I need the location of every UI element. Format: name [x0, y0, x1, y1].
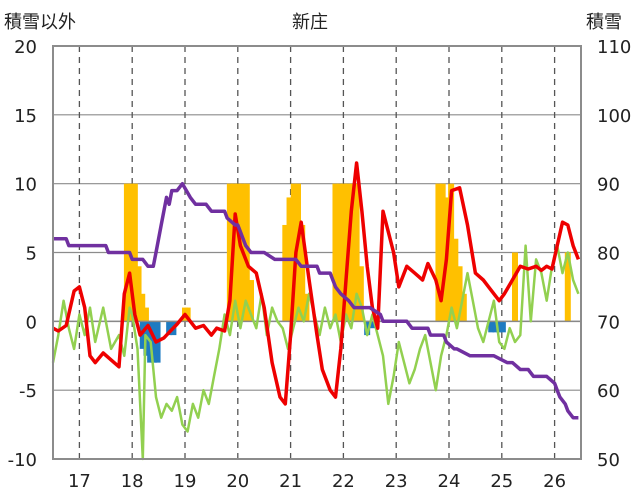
- x-tick-label: 17: [68, 471, 91, 492]
- x-tick-label: 22: [332, 471, 355, 492]
- snowfall-bar: [282, 224, 289, 322]
- negative-bar: [369, 321, 376, 329]
- negative-bar: [150, 321, 157, 363]
- x-tick-label: 24: [438, 471, 461, 492]
- x-tick-label: 26: [543, 471, 566, 492]
- snowfall-bar: [336, 183, 343, 322]
- x-tick-label: 25: [490, 471, 513, 492]
- snowfall-bar: [248, 280, 254, 322]
- x-tick-label: 21: [279, 471, 302, 492]
- snowfall-bar: [448, 183, 455, 322]
- snowfall-bar: [357, 266, 364, 322]
- left-tick-label: -10: [8, 450, 37, 471]
- negative-bar: [496, 321, 503, 333]
- temperature-series-line: [52, 161, 581, 406]
- snowfall-bar: [290, 183, 297, 322]
- negative-bar: [499, 321, 506, 333]
- negative-bar: [166, 321, 173, 336]
- x-tick-label: 20: [226, 471, 249, 492]
- snowfall-bar: [235, 183, 242, 322]
- snowfall-bar: [512, 252, 518, 322]
- x-tick-label: 18: [121, 471, 144, 492]
- left-tick-label: -5: [19, 381, 37, 402]
- snowfall-bar: [139, 293, 146, 322]
- left-tick-label: 10: [14, 175, 37, 196]
- right-tick-label: 50: [597, 450, 620, 471]
- right-axis-title: 積雪: [586, 12, 622, 33]
- negative-bar: [364, 321, 371, 336]
- right-tick-label: 60: [597, 381, 620, 402]
- snowfall-bar: [460, 293, 467, 322]
- left-tick-label: 20: [14, 37, 37, 58]
- right-tick-label: 110: [597, 37, 631, 58]
- x-tick-label: 23: [385, 471, 408, 492]
- snowfall-bar: [184, 307, 191, 322]
- right-tick-label: 100: [597, 106, 631, 127]
- snowfall-bar: [456, 266, 463, 322]
- x-tick-label: 19: [174, 471, 197, 492]
- snowfall-bar: [135, 266, 142, 322]
- plot-frame: [52, 45, 582, 460]
- snowfall-bar: [564, 252, 571, 322]
- right-tick-label: 90: [597, 175, 620, 196]
- snowfall-bar: [452, 238, 459, 322]
- snowfall-bar: [349, 183, 356, 322]
- snowfall-bar: [340, 183, 347, 322]
- left-tick-label: 0: [26, 312, 37, 333]
- snowfall-bar: [353, 183, 360, 322]
- snowfall-bar: [243, 183, 250, 322]
- snowfall-bar: [226, 183, 233, 322]
- left-tick-label: 15: [14, 106, 37, 127]
- snowfall-bar: [142, 307, 149, 322]
- negative-bar: [139, 321, 146, 349]
- snowfall-bar: [131, 183, 138, 322]
- snowfall-bar: [294, 183, 301, 322]
- snowfall-bar: [435, 183, 442, 322]
- negative-bar: [492, 321, 499, 333]
- chart-title: 新庄: [292, 12, 328, 33]
- right-tick-label: 70: [597, 312, 620, 333]
- snowfall-bar: [299, 224, 306, 322]
- negative-bar: [488, 321, 495, 333]
- left-axis-title: 積雪以外: [4, 12, 76, 33]
- right-tick-label: 80: [597, 244, 620, 265]
- left-tick-label: 5: [26, 244, 37, 265]
- snowfall-bar: [332, 183, 339, 322]
- snow_depth-series-line: [53, 181, 579, 420]
- snowfall-bar: [439, 183, 446, 322]
